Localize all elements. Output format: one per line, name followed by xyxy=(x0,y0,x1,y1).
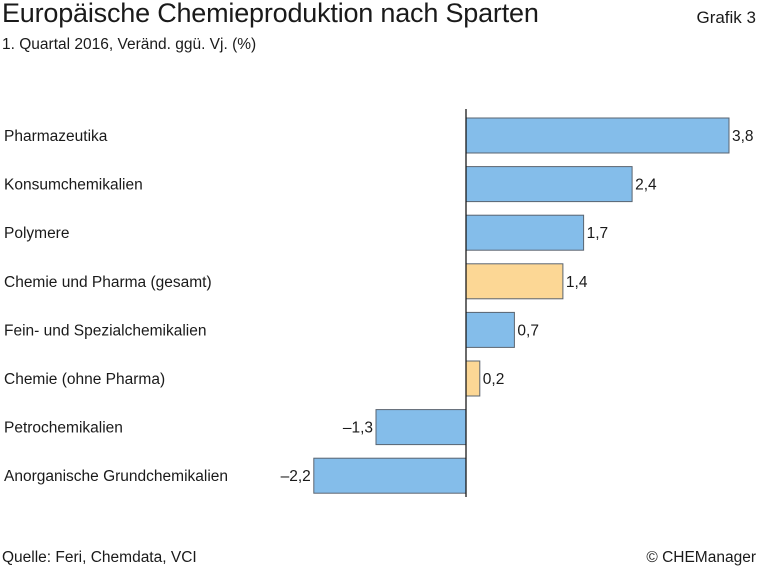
bar-1 xyxy=(465,166,633,203)
value-label: 3,8 xyxy=(732,128,754,145)
category-label: Chemie (ohne Pharma) xyxy=(4,371,165,388)
category-label: Pharmazeutika xyxy=(4,128,108,145)
category-label: Fein- und Spezialchemikalien xyxy=(4,322,206,339)
category-label: Konsumchemikalien xyxy=(4,177,143,194)
category-label: Petrochemikalien xyxy=(4,420,123,437)
value-label: 2,4 xyxy=(635,177,657,194)
copyright-note: © CHEManager xyxy=(646,549,756,566)
category-label: Anorganische Grundchemikalien xyxy=(4,468,228,485)
bar-5 xyxy=(465,360,481,397)
bar-6 xyxy=(375,409,467,446)
value-label: 0,7 xyxy=(517,322,539,339)
source-note: Quelle: Feri, Chemdata, VCI xyxy=(2,549,197,566)
chart-title: Europäische Chemieproduktion nach Sparte… xyxy=(2,0,539,28)
bar-7 xyxy=(313,457,467,494)
value-label: 1,4 xyxy=(566,274,588,291)
bar-3 xyxy=(465,263,564,300)
bar-2 xyxy=(465,214,585,251)
chart-subtitle: 1. Quartal 2016, Veränd. ggü. Vj. (%) xyxy=(2,36,257,53)
value-label: –1,3 xyxy=(343,420,373,437)
bar-4 xyxy=(465,311,515,348)
value-label: –2,2 xyxy=(281,468,311,485)
category-label: Polymere xyxy=(4,225,69,242)
figure-label: Grafik 3 xyxy=(696,8,756,27)
category-label: Chemie und Pharma (gesamt) xyxy=(4,274,212,291)
value-label: 0,2 xyxy=(483,371,505,388)
bar-0 xyxy=(465,117,730,154)
value-label: 1,7 xyxy=(587,225,609,242)
